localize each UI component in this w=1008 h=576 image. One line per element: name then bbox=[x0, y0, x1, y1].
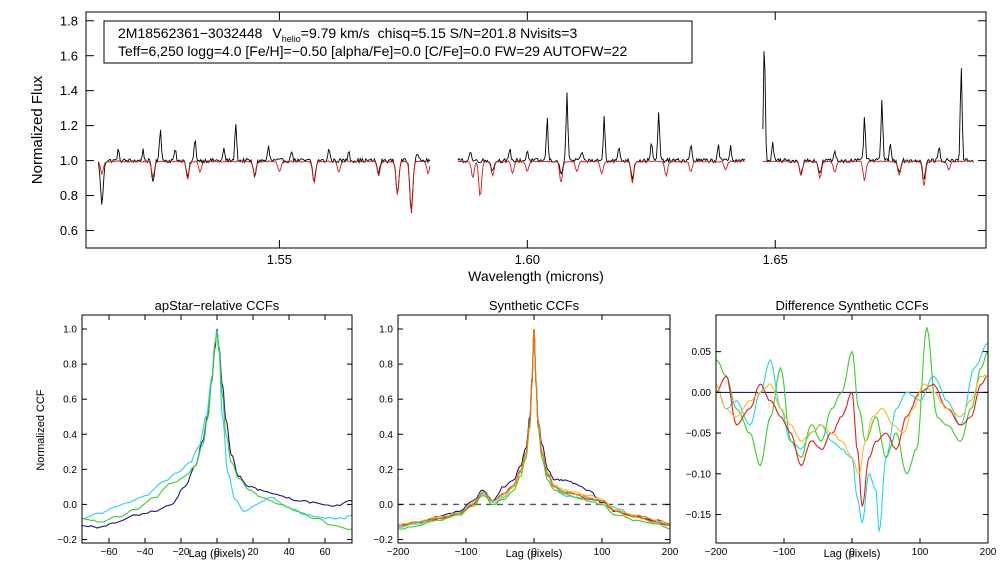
x-tick-label: −200 bbox=[387, 547, 410, 558]
fit-stats: chisq=5.15 S/N=201.8 Nvisits=3 bbox=[378, 25, 578, 41]
apstar-ccf-title: apStar−relative CCFs bbox=[155, 298, 280, 313]
x-tick-label: −60 bbox=[101, 547, 118, 558]
x-tick-label: 40 bbox=[283, 547, 295, 558]
navy-ccf-line bbox=[398, 328, 670, 527]
spectrum-plot: 1.55 1.60 1.65 0.6 0.8 1.0 1.2 1.4 1.6 1.8 2M1856… bbox=[29, 11, 987, 284]
synthetic-ccf-x-label: Lag (pixels) bbox=[506, 548, 563, 560]
y-tick-label: −0.15 bbox=[686, 510, 712, 521]
observed-spectrum-chip-2 bbox=[457, 92, 746, 180]
y-tick-label: −0.2 bbox=[57, 535, 77, 546]
v-subscript: helio bbox=[282, 34, 301, 44]
difference-ccf-frame bbox=[715, 314, 989, 544]
apstar-ccf-ticks: −60 −40 −20 0 20 40 60 −0.2 0.0 0.2 0.4 0.6 0.8 1.0 bbox=[57, 315, 352, 558]
difference-ccf-series bbox=[716, 327, 988, 533]
yellow-ccf-line bbox=[398, 328, 670, 525]
cyan-ccf-line bbox=[716, 343, 988, 533]
y-tick-label: 1.2 bbox=[60, 118, 78, 133]
x-tick-label: 100 bbox=[594, 547, 611, 558]
y-tick-label: 1.8 bbox=[60, 13, 78, 28]
y-tick-label: 1.0 bbox=[379, 325, 393, 336]
apstar-ccf-plot: apStar−relative CCFs −60 −40 −20 0 20 40 60 −0.… bbox=[35, 298, 353, 560]
x-tick-label: 20 bbox=[247, 547, 259, 558]
x-tick-label: 0 bbox=[214, 547, 220, 558]
green-ccf-line bbox=[716, 327, 988, 475]
spectrum-plot-frame bbox=[85, 11, 987, 249]
y-tick-label: 0.0 bbox=[379, 500, 393, 511]
y-tick-label: 0.6 bbox=[63, 395, 77, 406]
x-tick-label: 60 bbox=[319, 547, 331, 558]
info-box bbox=[103, 20, 693, 64]
x-tick-label: 1.60 bbox=[515, 252, 540, 267]
x-tick-label: 100 bbox=[912, 547, 929, 558]
apstar-ccf-frame bbox=[81, 314, 353, 544]
spectrum-y-label: Normalized Flux bbox=[29, 75, 46, 184]
apstar-ccf-y-label: Normalized CCF bbox=[35, 389, 47, 471]
x-tick-label: 0 bbox=[849, 547, 855, 558]
green-ccf-line bbox=[82, 330, 352, 531]
observed-spectrum-chip-3 bbox=[762, 51, 974, 180]
y-tick-label: 1.6 bbox=[60, 48, 78, 63]
y-tick-label: 0.4 bbox=[379, 430, 393, 441]
y-tick-label: 1.0 bbox=[63, 325, 77, 336]
difference-ccf-ticks: −200 −100 0 100 200 −0.15 −0.10 −0.05 0.00 0.05 bbox=[686, 315, 997, 558]
difference-ccf-title: Difference Synthetic CCFs bbox=[776, 298, 929, 313]
x-tick-label: −100 bbox=[455, 547, 478, 558]
difference-ccf-plot: Difference Synthetic CCFs −200 −100 0 100 20… bbox=[686, 298, 997, 560]
x-tick-label: −40 bbox=[137, 547, 154, 558]
difference-ccf-x-label: Lag (pixels) bbox=[824, 548, 881, 560]
x-tick-label: −20 bbox=[173, 547, 190, 558]
synthetic-ccf-series bbox=[398, 328, 670, 530]
green-ccf-line bbox=[398, 330, 670, 530]
spectrum-series bbox=[97, 51, 974, 214]
y-tick-label: 0.2 bbox=[379, 465, 393, 476]
x-tick-label: 200 bbox=[662, 547, 679, 558]
spectrum-ticks: 1.55 1.60 1.65 0.6 0.8 1.0 1.2 1.4 1.6 1.8 bbox=[60, 12, 986, 267]
apstar-ccf-x-label: Lag (pixels) bbox=[189, 548, 246, 560]
x-tick-label: −100 bbox=[773, 547, 796, 558]
spectrum-x-label: Wavelength (microns) bbox=[468, 268, 604, 284]
cyan-ccf-line bbox=[82, 330, 352, 520]
y-tick-label: 0.2 bbox=[63, 465, 77, 476]
synthetic-ccf-frame bbox=[397, 314, 671, 544]
star-id: 2M18562361−3032448 bbox=[118, 25, 263, 41]
y-tick-label: 1.4 bbox=[60, 83, 78, 98]
y-tick-label: 0.0 bbox=[63, 500, 77, 511]
y-tick-label: 0.00 bbox=[692, 388, 712, 399]
v-label: V bbox=[272, 25, 282, 41]
y-tick-label: −0.05 bbox=[686, 429, 712, 440]
x-tick-label: 1.55 bbox=[267, 252, 292, 267]
y-tick-label: 1.0 bbox=[60, 153, 78, 168]
red-ccf-line bbox=[398, 328, 670, 527]
y-tick-label: −0.10 bbox=[686, 469, 712, 480]
synthetic-ccf-ticks: −200 −100 0 100 200 −0.2 0.0 0.2 0.4 0.6 0.8 1.0 bbox=[373, 315, 679, 558]
model-spectrum-chip-3 bbox=[762, 160, 974, 186]
x-tick-label: −200 bbox=[705, 547, 728, 558]
yellow-ccf-line bbox=[716, 374, 988, 475]
y-tick-label: 0.6 bbox=[60, 223, 78, 238]
y-tick-label: 0.6 bbox=[379, 395, 393, 406]
y-tick-label: 0.05 bbox=[692, 347, 712, 358]
orange-ccf-line bbox=[398, 328, 670, 527]
info-line-2: Teff=6,250 logg=4.0 [Fe/H]=−0.50 [alpha/… bbox=[118, 43, 627, 59]
synthetic-ccf-plot: Synthetic CCFs −200 −100 0 100 200 −0.2 0.0 0.2… bbox=[373, 298, 679, 560]
red-ccf-line bbox=[716, 375, 988, 507]
v-value: =9.79 km/s bbox=[301, 25, 370, 41]
info-line-1: 2M18562361−3032448 Vhelio=9.79 km/s chisq=… bbox=[118, 25, 577, 44]
cyan-ccf-line bbox=[398, 328, 670, 528]
y-tick-label: 0.8 bbox=[60, 188, 78, 203]
synthetic-ccf-title: Synthetic CCFs bbox=[489, 298, 580, 313]
x-tick-label: 200 bbox=[980, 547, 997, 558]
model-spectrum-chip-1 bbox=[98, 160, 431, 214]
apstar-ccf-series bbox=[82, 328, 352, 531]
navy-ccf-line bbox=[82, 328, 352, 529]
x-tick-label: 0 bbox=[531, 547, 537, 558]
y-tick-label: 0.4 bbox=[63, 430, 77, 441]
y-tick-label: 0.8 bbox=[63, 360, 77, 371]
x-tick-label: 1.65 bbox=[763, 252, 788, 267]
observed-spectrum-chip-1 bbox=[97, 124, 431, 210]
y-tick-label: 0.8 bbox=[379, 360, 393, 371]
model-spectrum-chip-2 bbox=[457, 160, 745, 197]
y-tick-label: −0.2 bbox=[373, 535, 393, 546]
